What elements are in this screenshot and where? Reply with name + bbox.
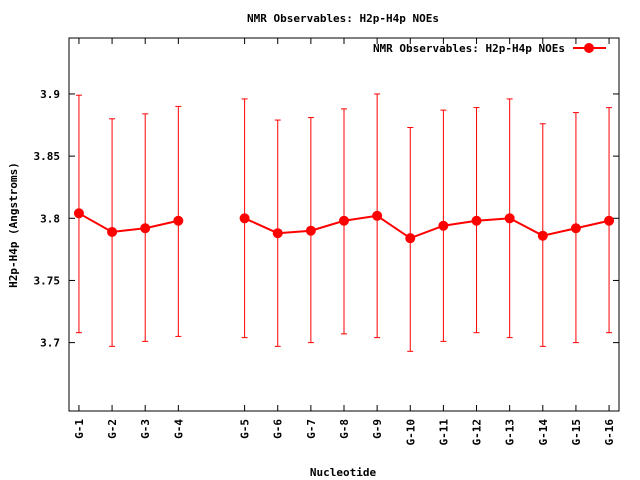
legend-label: NMR Observables: H2p-H4p NOEs — [373, 42, 565, 55]
data-point — [173, 215, 184, 226]
x-tick-label: G-11 — [437, 419, 450, 446]
y-tick-label: 3.8 — [40, 212, 60, 225]
x-tick-label: G-14 — [537, 419, 550, 446]
data-point — [471, 215, 482, 226]
data-point — [372, 210, 383, 221]
series-line — [78, 212, 179, 233]
x-tick-label: G-6 — [272, 419, 285, 439]
data-point — [239, 213, 250, 224]
x-tick-label: G-2 — [106, 419, 119, 439]
chart-title: NMR Observables: H2p-H4p NOEs — [247, 12, 439, 25]
data-point — [272, 228, 283, 239]
y-tick-label: 3.9 — [40, 88, 60, 101]
x-tick-label: G-16 — [603, 419, 616, 446]
x-tick-label: G-3 — [139, 419, 152, 439]
data-point — [140, 223, 151, 234]
data-point — [305, 225, 316, 236]
data-point — [339, 215, 349, 226]
x-tick-label: G-12 — [471, 419, 484, 446]
data-point — [570, 223, 581, 234]
legend-marker — [584, 43, 594, 53]
x-tick-label: G-1 — [73, 419, 86, 439]
plot-area: 3.7 3.75 3.8 3.85 3.9 G-1 G-2 G-3 G-4 G-5 G-6 G-7 G-… — [34, 37, 620, 446]
data-point — [438, 220, 449, 231]
x-tick-label: G-13 — [504, 419, 517, 446]
x-axis-label: Nucleotide — [310, 466, 377, 479]
x-tick-label: G-7 — [305, 419, 318, 439]
x-tick-label: G-8 — [338, 419, 351, 439]
y-tick-label: 3.7 — [40, 337, 60, 350]
x-tick-label: G-4 — [172, 419, 185, 439]
series-line — [244, 214, 610, 240]
data-point — [73, 208, 84, 219]
data-point — [537, 230, 548, 241]
y-tick-label: 3.85 — [34, 150, 61, 163]
x-tick-label: G-5 — [239, 419, 252, 439]
y-tick-label: 3.75 — [34, 274, 61, 287]
data-point — [504, 213, 515, 224]
data-point — [107, 226, 118, 237]
data-point — [405, 233, 416, 244]
y-axis-label: H2p-H4p (Angstroms) — [7, 162, 20, 288]
data-point — [604, 215, 615, 226]
x-tick-label: G-10 — [404, 419, 417, 446]
x-tick-label: G-15 — [570, 419, 583, 446]
x-tick-label: G-9 — [371, 419, 384, 439]
legend: NMR Observables: H2p-H4p NOEs — [373, 42, 606, 55]
